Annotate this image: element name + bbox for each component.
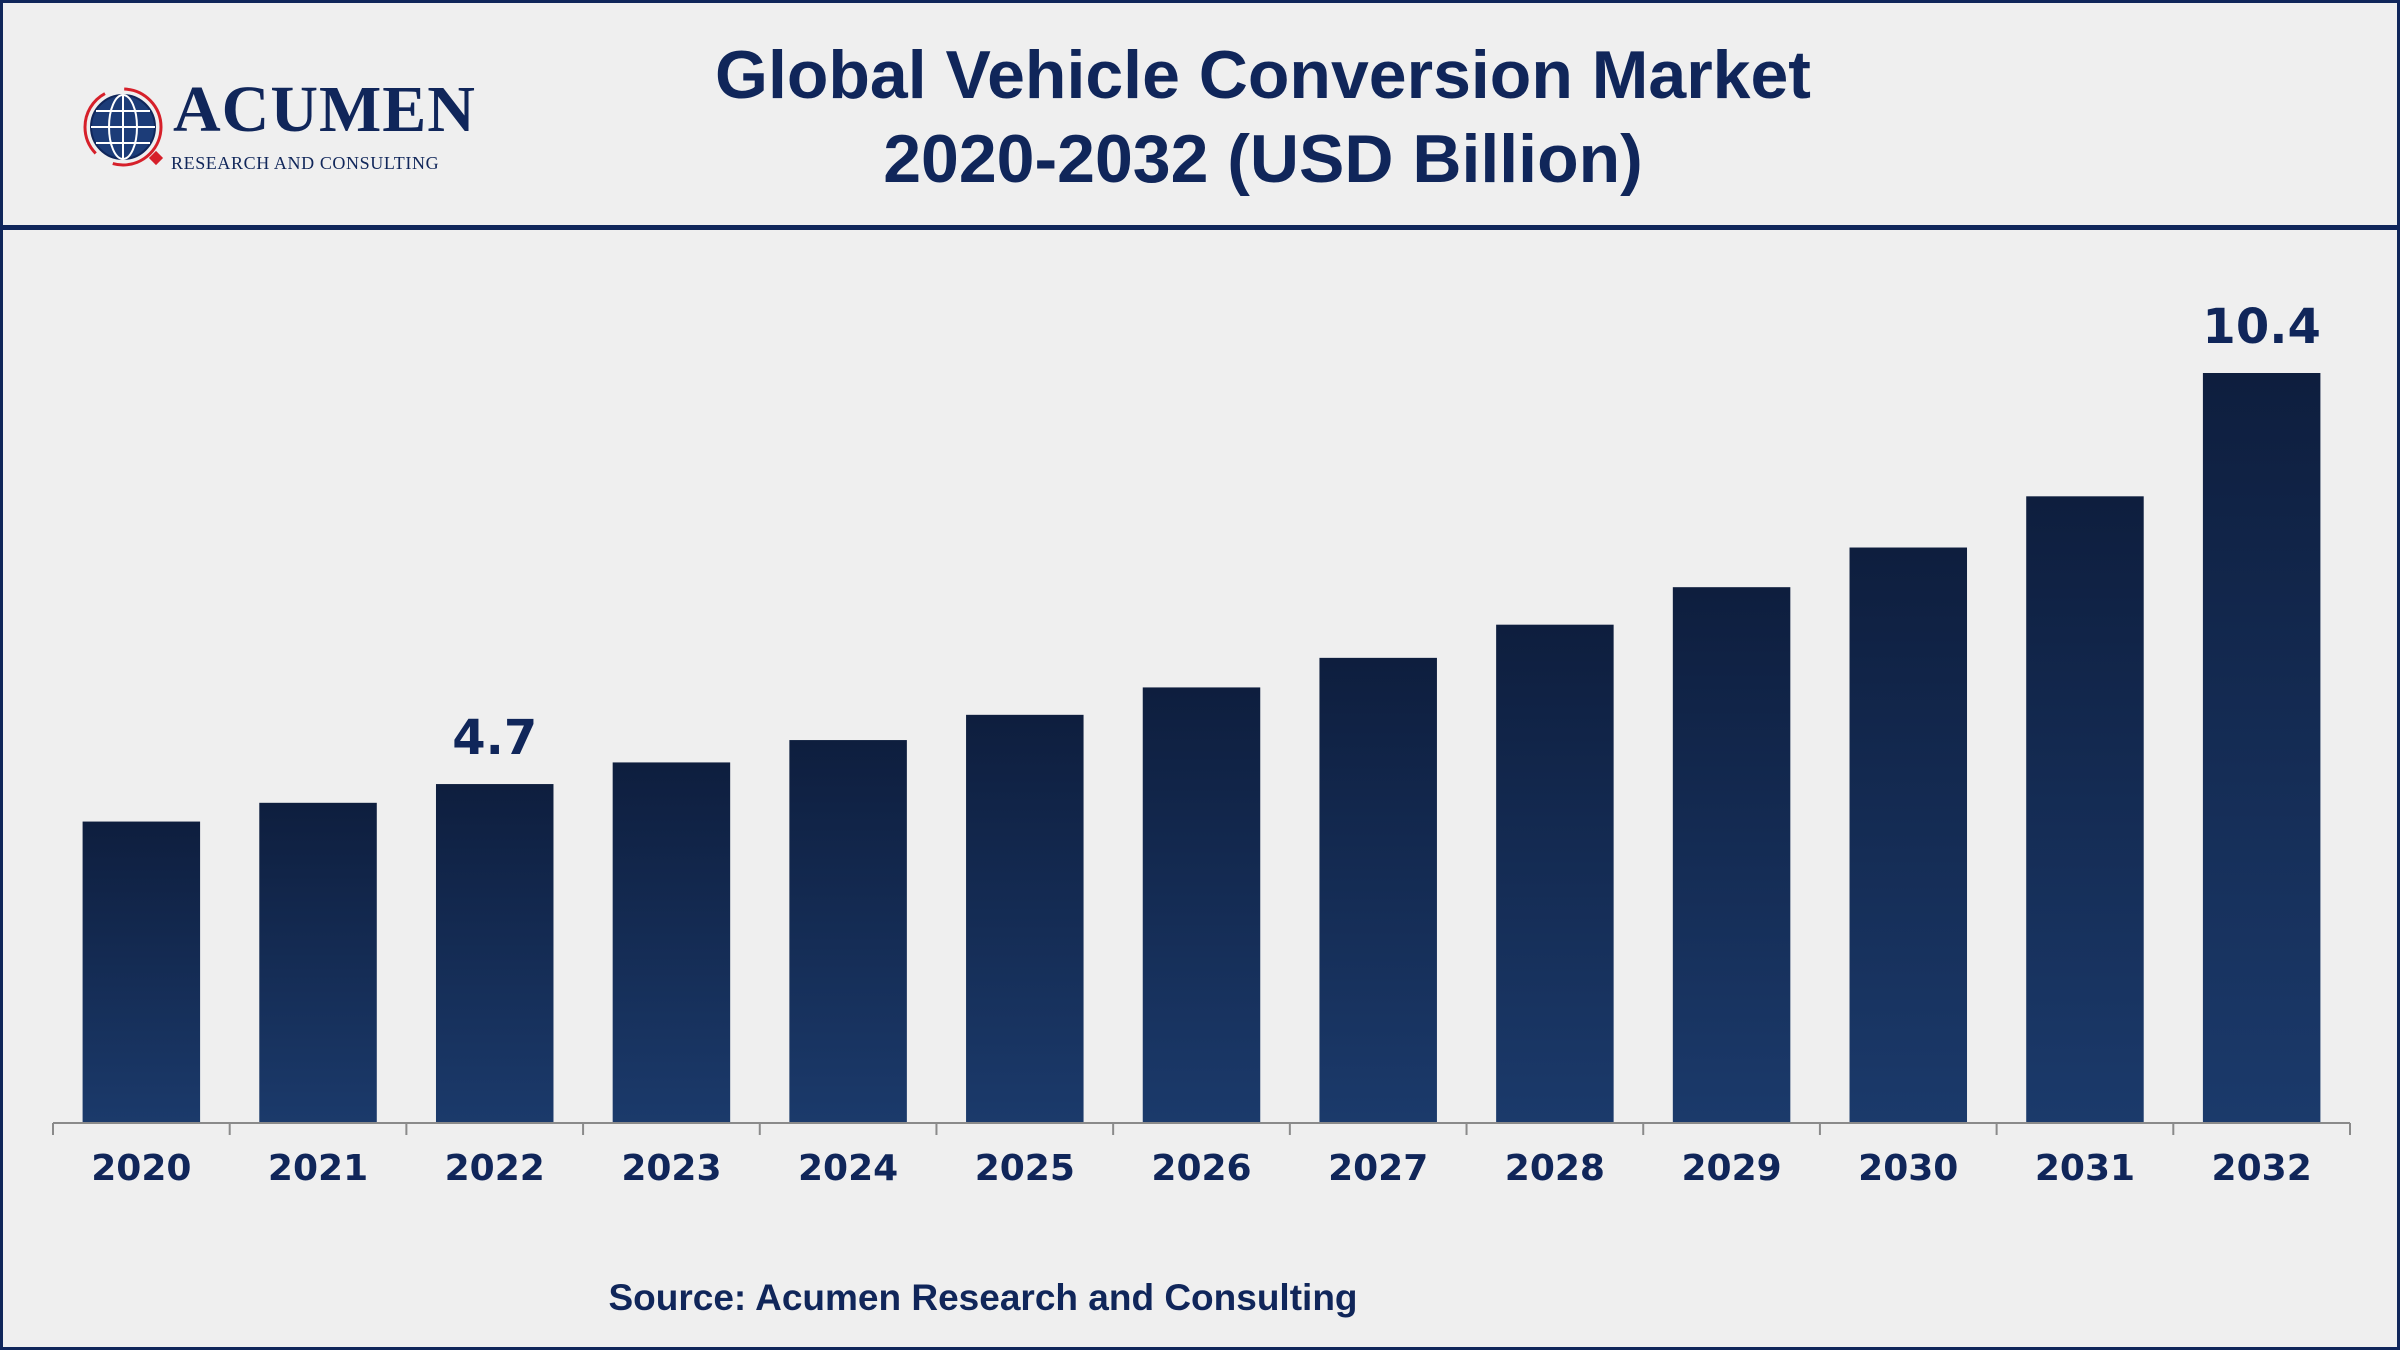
x-tick-label-2023: 2023 [621, 1148, 721, 1189]
x-tick-label-2032: 2032 [2212, 1148, 2312, 1189]
bar-2025 [966, 714, 1084, 1123]
x-tick-label-2025: 2025 [975, 1148, 1075, 1189]
bar-2029 [1672, 587, 1791, 1123]
chart-title-line1: Global Vehicle Conversion Market [715, 37, 1811, 113]
globe-icon [83, 87, 164, 167]
logo-wordmark: ACUMEN [173, 73, 476, 146]
bar-2020 [82, 821, 201, 1123]
bar-2028 [1496, 624, 1614, 1123]
chart-title-line2: 2020-2032 (USD Billion) [883, 121, 1643, 197]
bar-chart: 2020 2021 2022 2023 2024 2025 2026 2027 2028 2029… [52, 299, 2351, 1189]
header-divider [3, 225, 2397, 230]
bar-2030 [1849, 547, 1968, 1123]
bar-2024 [789, 740, 907, 1123]
x-tick-label-2029: 2029 [1681, 1148, 1781, 1189]
bar-2022 [435, 784, 554, 1123]
bar-2021 [259, 802, 377, 1123]
x-tick-label-2030: 2030 [1858, 1148, 1958, 1189]
header: ACUMEN RESEARCH AND CONSULTING Global Ve… [3, 3, 2397, 225]
bar-2023 [612, 762, 731, 1123]
x-tick-label-2027: 2027 [1328, 1148, 1428, 1189]
x-tick-label-2028: 2028 [1505, 1148, 1605, 1189]
source-note: Source: Acumen Research and Consulting [608, 1277, 1358, 1318]
chart-title: Global Vehicle Conversion Market 2020-20… [563, 33, 1963, 201]
bar-2026 [1142, 687, 1261, 1123]
x-tick-label-2022: 2022 [445, 1148, 545, 1189]
data-label-2032: 10.4 [2202, 299, 2320, 355]
data-label-2022: 4.7 [452, 710, 537, 766]
x-tick-label-2024: 2024 [798, 1148, 898, 1189]
x-tick-label-2021: 2021 [268, 1148, 368, 1189]
x-tick-label-2020: 2020 [91, 1148, 191, 1189]
logo: ACUMEN RESEARCH AND CONSULTING [79, 77, 475, 177]
bar-2027 [1319, 657, 1437, 1123]
bar-2031 [2026, 496, 2144, 1123]
bar-2032 [2202, 373, 2321, 1123]
logo-subtitle: RESEARCH AND CONSULTING [171, 153, 440, 173]
x-tick-label-2031: 2031 [2035, 1148, 2135, 1189]
x-tick-label-2026: 2026 [1151, 1148, 1251, 1189]
